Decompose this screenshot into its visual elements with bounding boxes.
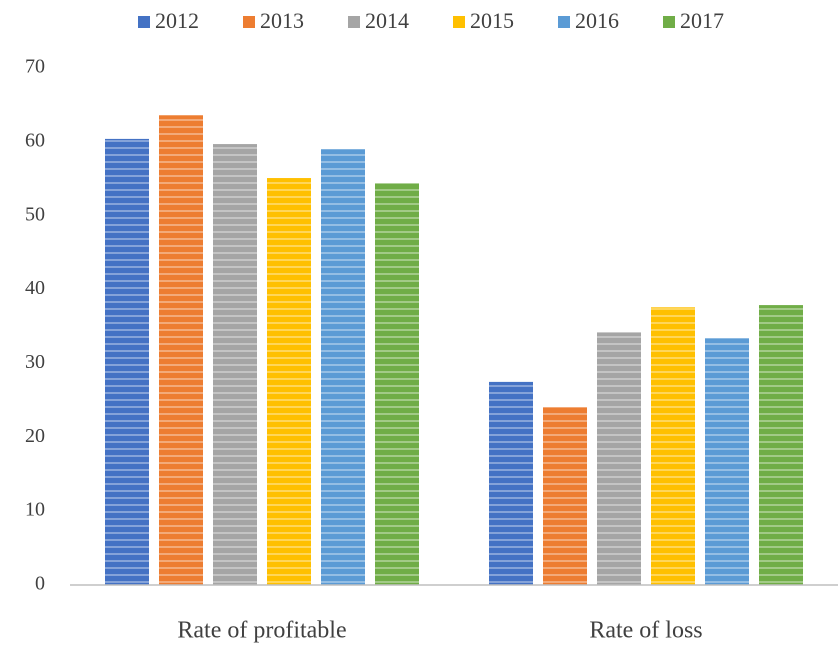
legend-swatch [663,16,675,28]
legend-label: 2017 [680,8,724,33]
bar-texture [543,407,587,585]
y-tick-label: 0 [35,573,45,595]
bar-texture [213,144,257,585]
x-tick-label: Rate of profitable [177,618,346,644]
bar-texture [267,178,311,585]
legend-swatch [558,16,570,28]
legend-label: 2014 [365,8,409,33]
legend-swatch [243,16,255,28]
y-tick-label: 50 [25,203,45,225]
bar-texture [651,307,695,585]
y-tick-label: 70 [25,56,45,78]
bar-texture [321,149,365,585]
legend-label: 2012 [155,8,199,33]
y-tick-label: 60 [25,129,45,151]
legend-label: 2015 [470,8,514,33]
y-tick-label: 20 [25,425,45,447]
bar-texture [705,338,749,585]
legend-swatch [453,16,465,28]
legend-label: 2013 [260,8,304,33]
x-tick-label: Rate of loss [589,618,702,644]
legend-label: 2016 [575,8,619,33]
y-tick-label: 30 [25,351,45,373]
bar-texture [159,115,203,586]
legend-swatch [348,16,360,28]
bar-texture [105,138,149,585]
bar-texture [759,305,803,585]
bar-texture [375,183,419,585]
legend-swatch [138,16,150,28]
bar-texture [597,332,641,585]
y-tick-label: 10 [25,499,45,521]
y-tick-label: 40 [25,277,45,299]
bar-texture [489,381,533,585]
